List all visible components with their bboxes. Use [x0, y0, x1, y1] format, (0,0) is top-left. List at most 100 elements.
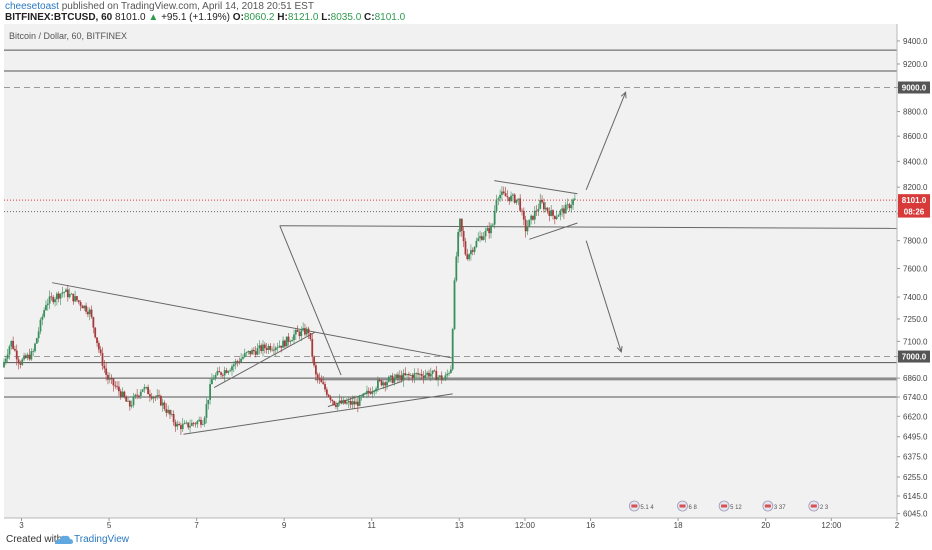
time-axis-ticks: 3 5 7 9 11 13 12:00 16 18 20 12:00 2 — [19, 518, 900, 530]
candle-body — [513, 194, 516, 203]
candle-body — [304, 328, 306, 335]
y-tick-label: 9400.0 — [903, 37, 928, 46]
candle-body — [205, 404, 208, 418]
y-tick-label: 6255.0 — [903, 473, 928, 482]
candle-body — [418, 373, 421, 375]
candle-body — [39, 319, 42, 332]
candle-body — [256, 348, 259, 355]
candle-body — [331, 399, 334, 402]
price-tag — [898, 194, 930, 207]
candle-body — [15, 350, 18, 360]
candle-body — [400, 375, 403, 381]
candle-body — [335, 405, 337, 407]
close-value: 8101.0 — [374, 12, 406, 23]
price-axis[interactable] — [897, 24, 932, 530]
arrow-head — [620, 91, 627, 99]
candle-body — [482, 236, 485, 240]
tradingview-brand[interactable]: TradingView — [74, 534, 130, 545]
candle-body — [424, 374, 427, 378]
candle-body — [499, 194, 502, 199]
candle-body — [114, 385, 117, 387]
candle-body — [232, 364, 235, 367]
candle-body — [437, 377, 439, 381]
event-marker-label: 5.1 4 — [640, 505, 654, 511]
candle-body — [501, 191, 503, 195]
candle-body — [14, 348, 16, 351]
author-link[interactable]: cheesetoast — [5, 1, 59, 12]
candle-body — [457, 231, 460, 257]
candle-body — [242, 356, 244, 359]
candle-body — [218, 371, 221, 373]
price-chart[interactable]: 5.1 4 6 8 5 12 3 37 2 3 Bitcoin / Dollar, 60… — [0, 24, 932, 530]
candle-body — [566, 204, 569, 206]
open-label: O: — [232, 12, 244, 23]
candle-body — [132, 396, 135, 406]
low-label: L: — [321, 12, 331, 23]
candle-body — [460, 218, 463, 232]
candle-body — [201, 424, 204, 425]
candle-body — [384, 382, 387, 386]
time-axis[interactable] — [4, 518, 897, 530]
candle-body — [103, 365, 106, 369]
candle-body — [136, 394, 139, 396]
candle-body — [192, 422, 195, 424]
price-tag — [898, 81, 930, 94]
candle-body — [377, 380, 379, 389]
candle-body — [121, 391, 124, 397]
candle-body — [347, 400, 350, 403]
candle-body — [473, 247, 476, 252]
candle-body — [158, 395, 160, 396]
candle-body — [130, 405, 133, 407]
candle-body — [118, 386, 120, 392]
candle-body — [309, 332, 312, 340]
candle-body — [382, 382, 385, 386]
price-tag-label: 08:26 — [904, 208, 925, 217]
event-marker-label: 3 37 — [774, 505, 786, 511]
candle-body — [302, 328, 305, 331]
event-markers: 5.1 4 6 8 5 12 3 37 2 3 — [628, 500, 829, 512]
x-tick-label: 12:00 — [515, 521, 536, 530]
y-tick-label: 9200.0 — [903, 60, 928, 69]
candle-body — [6, 354, 9, 359]
candle-body — [550, 210, 553, 216]
candle-body — [387, 376, 390, 382]
candle-body — [63, 292, 66, 293]
trend-line — [494, 180, 578, 195]
candle-body — [24, 355, 27, 358]
candle-body — [97, 343, 100, 350]
candle-body — [274, 347, 277, 351]
candle-body — [276, 347, 279, 349]
last-price: 8101.0 — [115, 12, 146, 23]
candle-body — [190, 422, 193, 426]
candle-body — [386, 381, 388, 386]
candle-body — [167, 410, 170, 413]
trend-line — [183, 393, 453, 435]
candle-body — [260, 345, 263, 351]
arrow-line — [585, 92, 627, 190]
candle-body — [369, 392, 372, 394]
x-tick-label: 11 — [368, 521, 377, 530]
plot-area[interactable] — [4, 24, 897, 518]
candle-body — [389, 375, 392, 377]
candle-body — [528, 219, 531, 227]
candle-body — [252, 349, 255, 352]
candle-body — [134, 394, 137, 397]
y-tick-label: 7250.0 — [903, 315, 928, 324]
x-tick-label: 7 — [194, 521, 199, 530]
candle-body — [293, 334, 295, 340]
x-tick-label: 12:00 — [821, 521, 842, 530]
close-label: C: — [364, 12, 375, 23]
candle-body — [539, 199, 542, 209]
candle-body — [236, 361, 239, 363]
candle-body — [324, 384, 326, 390]
candle-body — [74, 296, 77, 302]
created-with-text: Created with — [6, 534, 63, 545]
candle-body — [283, 340, 286, 347]
candle-body — [415, 373, 418, 374]
candle-body — [508, 197, 511, 202]
candle-body — [161, 402, 164, 406]
candle-body — [66, 289, 69, 298]
candle-body — [564, 204, 567, 214]
candle-body — [316, 374, 319, 379]
candle-body — [211, 379, 213, 385]
